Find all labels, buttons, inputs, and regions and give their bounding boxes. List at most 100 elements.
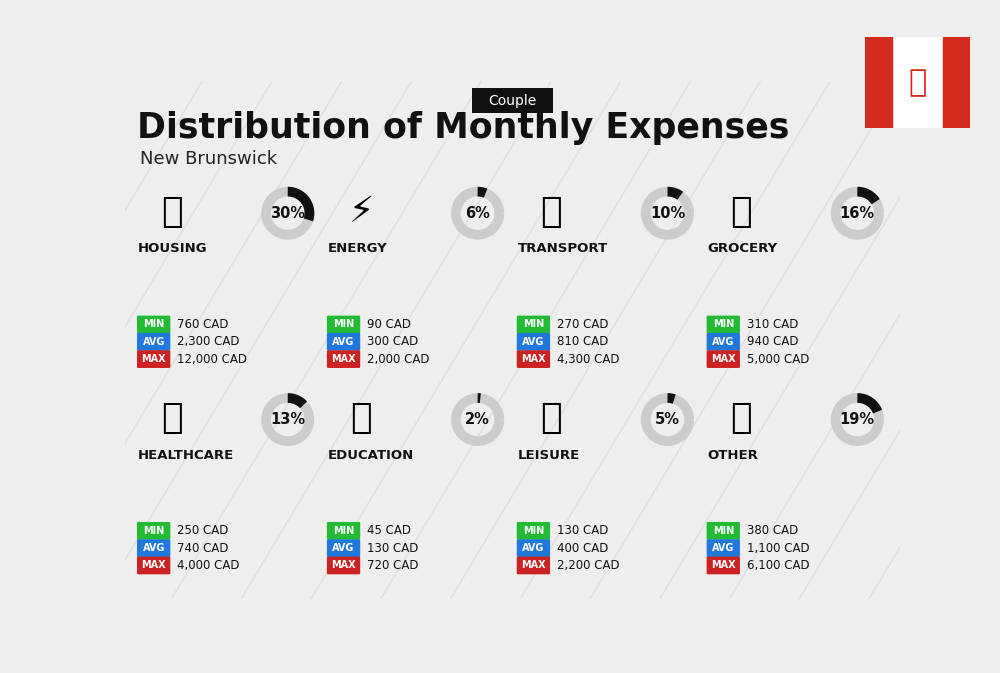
Text: AVG: AVG — [522, 336, 545, 347]
Text: 310 CAD: 310 CAD — [747, 318, 798, 331]
Text: MAX: MAX — [711, 561, 736, 571]
Text: MIN: MIN — [713, 526, 734, 536]
FancyBboxPatch shape — [327, 333, 360, 351]
FancyBboxPatch shape — [327, 316, 360, 333]
Text: 90 CAD: 90 CAD — [367, 318, 411, 331]
Text: MAX: MAX — [331, 354, 356, 364]
Text: MAX: MAX — [141, 354, 166, 364]
FancyBboxPatch shape — [517, 333, 550, 351]
Text: MIN: MIN — [143, 320, 164, 330]
FancyBboxPatch shape — [327, 522, 360, 540]
Text: AVG: AVG — [712, 543, 734, 553]
Text: Distribution of Monthly Expenses: Distribution of Monthly Expenses — [137, 111, 789, 145]
FancyBboxPatch shape — [707, 557, 740, 574]
Text: 🍁: 🍁 — [908, 68, 927, 97]
FancyBboxPatch shape — [137, 333, 170, 351]
Text: 760 CAD: 760 CAD — [177, 318, 228, 331]
Text: 12,000 CAD: 12,000 CAD — [177, 353, 247, 365]
Text: MAX: MAX — [141, 561, 166, 571]
Text: 4,300 CAD: 4,300 CAD — [557, 353, 619, 365]
Text: ⚡: ⚡ — [349, 194, 374, 229]
Text: 30%: 30% — [270, 206, 305, 221]
Text: 13%: 13% — [270, 412, 305, 427]
Text: OTHER: OTHER — [708, 449, 759, 462]
Text: 10%: 10% — [650, 206, 685, 221]
Text: 130 CAD: 130 CAD — [557, 524, 608, 537]
Text: 940 CAD: 940 CAD — [747, 335, 798, 349]
Text: MIN: MIN — [333, 320, 354, 330]
Bar — [865, 37, 892, 128]
FancyBboxPatch shape — [707, 539, 740, 557]
Text: GROCERY: GROCERY — [708, 242, 778, 256]
Text: 2,000 CAD: 2,000 CAD — [367, 353, 429, 365]
Text: AVG: AVG — [142, 336, 165, 347]
Text: AVG: AVG — [712, 336, 734, 347]
Text: 🛍: 🛍 — [540, 401, 562, 435]
FancyBboxPatch shape — [517, 539, 550, 557]
Text: MAX: MAX — [711, 354, 736, 364]
Text: 45 CAD: 45 CAD — [367, 524, 411, 537]
Text: 2,300 CAD: 2,300 CAD — [177, 335, 239, 349]
Text: 🏥: 🏥 — [161, 401, 182, 435]
Text: EDUCATION: EDUCATION — [328, 449, 414, 462]
Text: MIN: MIN — [333, 526, 354, 536]
Text: 16%: 16% — [840, 206, 875, 221]
FancyBboxPatch shape — [472, 88, 553, 114]
Text: 740 CAD: 740 CAD — [177, 542, 228, 555]
Text: MIN: MIN — [523, 320, 544, 330]
FancyBboxPatch shape — [137, 557, 170, 574]
Text: 4,000 CAD: 4,000 CAD — [177, 559, 239, 572]
Text: 400 CAD: 400 CAD — [557, 542, 608, 555]
FancyBboxPatch shape — [327, 557, 360, 574]
FancyBboxPatch shape — [137, 316, 170, 333]
FancyBboxPatch shape — [707, 333, 740, 351]
FancyBboxPatch shape — [517, 557, 550, 574]
Text: 🎓: 🎓 — [351, 401, 372, 435]
Text: MAX: MAX — [521, 561, 546, 571]
Text: MAX: MAX — [331, 561, 356, 571]
Text: 720 CAD: 720 CAD — [367, 559, 418, 572]
FancyBboxPatch shape — [707, 316, 740, 333]
Text: MIN: MIN — [523, 526, 544, 536]
Text: 🏢: 🏢 — [161, 194, 182, 229]
Text: 19%: 19% — [840, 412, 875, 427]
FancyBboxPatch shape — [327, 539, 360, 557]
Text: 270 CAD: 270 CAD — [557, 318, 608, 331]
Text: HEALTHCARE: HEALTHCARE — [138, 449, 234, 462]
Text: AVG: AVG — [522, 543, 545, 553]
Text: 6%: 6% — [465, 206, 490, 221]
Text: 💰: 💰 — [730, 401, 752, 435]
Text: 1,100 CAD: 1,100 CAD — [747, 542, 809, 555]
Text: 6,100 CAD: 6,100 CAD — [747, 559, 809, 572]
Text: 300 CAD: 300 CAD — [367, 335, 418, 349]
Bar — [943, 37, 970, 128]
FancyBboxPatch shape — [517, 522, 550, 540]
Text: 🚌: 🚌 — [540, 194, 562, 229]
Text: MAX: MAX — [521, 354, 546, 364]
Text: 5%: 5% — [655, 412, 680, 427]
FancyBboxPatch shape — [517, 350, 550, 368]
FancyBboxPatch shape — [137, 350, 170, 368]
Text: HOUSING: HOUSING — [138, 242, 208, 256]
Text: New Brunswick: New Brunswick — [140, 149, 278, 168]
Text: 380 CAD: 380 CAD — [747, 524, 798, 537]
Text: 🛒: 🛒 — [730, 194, 752, 229]
FancyBboxPatch shape — [517, 316, 550, 333]
Text: TRANSPORT: TRANSPORT — [518, 242, 608, 256]
FancyBboxPatch shape — [707, 350, 740, 368]
Text: ENERGY: ENERGY — [328, 242, 388, 256]
Text: AVG: AVG — [142, 543, 165, 553]
FancyBboxPatch shape — [327, 350, 360, 368]
FancyBboxPatch shape — [137, 539, 170, 557]
FancyBboxPatch shape — [707, 522, 740, 540]
Text: 5,000 CAD: 5,000 CAD — [747, 353, 809, 365]
Text: 130 CAD: 130 CAD — [367, 542, 418, 555]
Text: 2%: 2% — [465, 412, 490, 427]
Text: MIN: MIN — [713, 320, 734, 330]
Text: LEISURE: LEISURE — [518, 449, 580, 462]
Text: Couple: Couple — [488, 94, 537, 108]
Text: 810 CAD: 810 CAD — [557, 335, 608, 349]
Text: AVG: AVG — [332, 543, 355, 553]
Text: 2,200 CAD: 2,200 CAD — [557, 559, 619, 572]
FancyBboxPatch shape — [137, 522, 170, 540]
